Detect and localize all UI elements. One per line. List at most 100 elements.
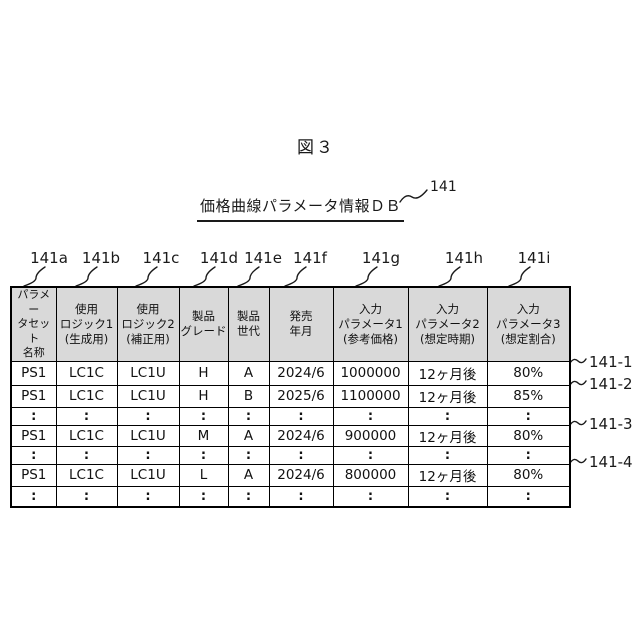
cell-r6-c7: : — [407, 485, 488, 508]
cell-r0-c6: 1000000 — [332, 360, 409, 386]
column-ref-141b: 141b — [81, 249, 121, 267]
cell-r1-c3: H — [178, 384, 229, 408]
leader-141b — [75, 266, 98, 287]
cell-r4-c2: : — [116, 445, 180, 465]
ellipsis-row: ::::::::: — [10, 406, 571, 426]
leader-141c — [135, 266, 158, 287]
cell-r5-c4: A — [227, 463, 270, 487]
cell-r2-c0: : — [10, 406, 57, 426]
leader-141f — [284, 266, 307, 287]
row-ref-141-1: 141-1 — [589, 353, 633, 371]
data-row: PS1 LC1C LC1U H A 2024/6 1000000 12ヶ月後 80% — [10, 360, 571, 386]
column-ref-141a: 141a — [30, 249, 68, 267]
cell-r0-c8: 80% — [486, 360, 571, 386]
cell-r2-c1: : — [55, 406, 118, 426]
cell-r3-c4: A — [227, 424, 270, 447]
cell-r4-c4: : — [227, 445, 270, 465]
cell-r2-c8: : — [486, 406, 571, 426]
row-ref-141-2: 141-2 — [589, 375, 633, 393]
leader-row-141-2 — [569, 380, 587, 386]
column-ref-141h: 141h — [444, 249, 484, 267]
table-body: PS1 LC1C LC1U H A 2024/6 1000000 12ヶ月後 80% PS1 LC1… — [10, 360, 571, 508]
leader-141d — [193, 266, 216, 287]
cell-r3-c5: 2024/6 — [268, 424, 334, 447]
cell-r5-c3: L — [178, 463, 229, 487]
cell-r6-c0: : — [10, 485, 57, 508]
column-header-3: 製品 グレード — [178, 286, 229, 362]
cell-r1-c8: 85% — [486, 384, 571, 408]
column-header-7: 入力 パラメータ2 (想定時期) — [407, 286, 488, 362]
cell-r2-c4: : — [227, 406, 270, 426]
leader-141i — [508, 266, 531, 287]
cell-r5-c8: 80% — [486, 463, 571, 487]
cell-r3-c3: M — [178, 424, 229, 447]
leader-141a — [23, 266, 46, 287]
cell-r5-c5: 2024/6 — [268, 463, 334, 487]
cell-r6-c6: : — [332, 485, 409, 508]
leader-row-141-4 — [569, 458, 587, 464]
cell-r5-c1: LC1C — [55, 463, 118, 487]
cell-r3-c7: 12ヶ月後 — [407, 424, 488, 447]
cell-r4-c3: : — [178, 445, 229, 465]
leader-row-141-1 — [569, 358, 587, 364]
column-header-5: 発売 年月 — [268, 286, 334, 362]
column-ref-141i: 141i — [517, 249, 551, 267]
column-header-0: パラメー タセット 名称 — [10, 286, 57, 362]
cell-r5-c7: 12ヶ月後 — [407, 463, 488, 487]
cell-r4-c6: : — [332, 445, 409, 465]
table-header-row: パラメー タセット 名称 使用 ロジック1 (生成用) 使用 ロジック2 (補正用)… — [10, 286, 571, 362]
leader-141g — [355, 266, 378, 287]
cell-r1-c1: LC1C — [55, 384, 118, 408]
cell-r3-c2: LC1U — [116, 424, 180, 447]
cell-r0-c0: PS1 — [10, 360, 57, 386]
column-ref-141f: 141f — [293, 249, 327, 267]
cell-r6-c1: : — [55, 485, 118, 508]
ellipsis-row: ::::::::: — [10, 445, 571, 465]
cell-r5-c2: LC1U — [116, 463, 180, 487]
cell-r6-c2: : — [116, 485, 180, 508]
cell-r0-c1: LC1C — [55, 360, 118, 386]
db-title: 価格曲線パラメータ情報ＤＢ — [197, 195, 405, 222]
cell-r0-c7: 12ヶ月後 — [407, 360, 488, 386]
cell-r2-c6: : — [332, 406, 409, 426]
cell-r6-c5: : — [268, 485, 334, 508]
cell-r1-c2: LC1U — [116, 384, 180, 408]
cell-r1-c6: 1100000 — [332, 384, 409, 408]
row-ref-141-3: 141-3 — [589, 415, 633, 433]
cell-r4-c1: : — [55, 445, 118, 465]
cell-r3-c1: LC1C — [55, 424, 118, 447]
cell-r3-c6: 900000 — [332, 424, 409, 447]
ellipsis-row: ::::::::: — [10, 485, 571, 508]
cell-r0-c4: A — [227, 360, 270, 386]
cell-r2-c3: : — [178, 406, 229, 426]
cell-r5-c0: PS1 — [10, 463, 57, 487]
cell-r4-c5: : — [268, 445, 334, 465]
data-row: PS1 LC1C LC1U L A 2024/6 800000 12ヶ月後 80% — [10, 463, 571, 487]
column-ref-141d: 141d — [199, 249, 239, 267]
cell-r3-c8: 80% — [486, 424, 571, 447]
cell-r3-c0: PS1 — [10, 424, 57, 447]
leader-row-141-3 — [569, 420, 587, 426]
cell-r0-c2: LC1U — [116, 360, 180, 386]
column-ref-141e: 141e — [244, 249, 282, 267]
cell-r6-c4: : — [227, 485, 270, 508]
column-ref-141c: 141c — [142, 249, 180, 267]
column-header-6: 入力 パラメータ1 (参考価格) — [332, 286, 409, 362]
cell-r4-c8: : — [486, 445, 571, 465]
cell-r1-c7: 12ヶ月後 — [407, 384, 488, 408]
cell-r0-c3: H — [178, 360, 229, 386]
figure-caption: 図３ — [297, 138, 335, 158]
cell-r4-c0: : — [10, 445, 57, 465]
table-container: パラメー タセット 名称 使用 ロジック1 (生成用) 使用 ロジック2 (補正用)… — [10, 286, 571, 509]
cell-r6-c8: : — [486, 485, 571, 508]
cell-r0-c5: 2024/6 — [268, 360, 334, 386]
db-title-ref-number: 141 — [430, 179, 457, 195]
data-row: PS1 LC1C LC1U H B 2025/6 1100000 12ヶ月後 85% — [10, 384, 571, 408]
leader-141h — [438, 266, 461, 287]
cell-r5-c6: 800000 — [332, 463, 409, 487]
data-row: PS1 LC1C LC1U M A 2024/6 900000 12ヶ月後 80% — [10, 424, 571, 447]
column-header-2: 使用 ロジック2 (補正用) — [116, 286, 180, 362]
row-ref-141-4: 141-4 — [589, 453, 633, 471]
column-header-8: 入力 パラメータ3 (想定割合) — [486, 286, 571, 362]
